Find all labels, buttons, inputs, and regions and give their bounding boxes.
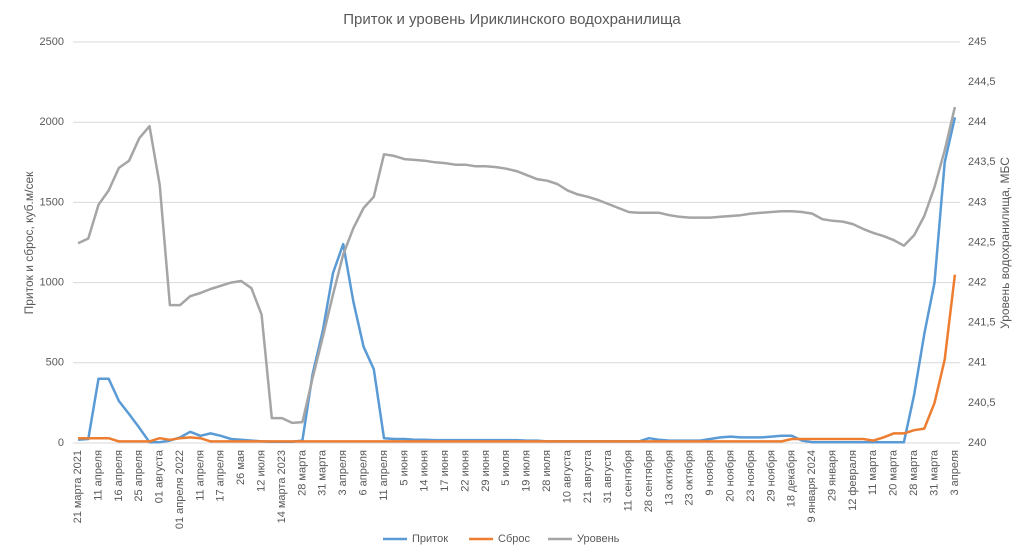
x-tick-label: 20 ноября <box>725 450 737 502</box>
x-tick-label: 5 июля <box>500 450 512 486</box>
y2-tick-label: 242 <box>968 277 986 289</box>
x-tick-label: 6 апреля <box>357 450 369 496</box>
y2-tick-label: 243,5 <box>968 156 996 168</box>
chart-title: Приток и уровень Ириклинского водохранил… <box>343 11 681 28</box>
series-line <box>78 117 957 444</box>
series-line <box>77 106 957 425</box>
legend-label: Сброс <box>498 533 530 545</box>
x-tick-label: 17 апреля <box>215 450 227 502</box>
y-tick-label: 2500 <box>40 36 64 48</box>
y-tick-label: 1500 <box>40 196 64 208</box>
x-tick-label: 28 марта <box>908 449 920 496</box>
y2-tick-label: 244,5 <box>968 76 996 88</box>
x-tick-label: 5 июня <box>398 450 410 486</box>
x-tick-label: 26 мая <box>235 450 247 485</box>
y2-tick-label: 240 <box>968 437 986 449</box>
y-axis-title: Приток и сброс, куб.м/сек <box>22 171 36 315</box>
x-tick-label: 14 июня <box>419 450 431 492</box>
x-tick-label: 9 января 2024 <box>806 450 818 523</box>
x-tick-label: 22 июня <box>459 450 471 492</box>
x-tick-label: 31 марта <box>317 449 329 496</box>
x-tick-label: 25 апреля <box>133 450 145 502</box>
y2-tick-label: 243 <box>968 196 986 208</box>
y-tick-label: 1000 <box>40 277 64 289</box>
x-tick-label: 11 апреля <box>378 450 390 501</box>
x-tick-label: 11 апреля <box>194 450 206 501</box>
x-tick-label: 9 ноября <box>704 450 716 496</box>
x-tick-label: 01 апреля 2022 <box>174 450 186 529</box>
x-tick-label: 3 апреля <box>949 450 961 496</box>
x-tick-label: 01 августа <box>154 449 166 503</box>
x-tick-label: 20 марта <box>888 449 900 496</box>
x-tick-label: 29 июня <box>480 450 492 492</box>
series-line <box>78 274 957 443</box>
y2-tick-label: 244 <box>968 116 986 128</box>
legend-label: Приток <box>412 533 448 545</box>
y-tick-label: 2000 <box>40 116 64 128</box>
y2-tick-label: 241,5 <box>968 317 996 329</box>
x-tick-label: 23 октября <box>684 450 696 506</box>
x-tick-label: 28 марта <box>296 449 308 496</box>
y-tick-label: 500 <box>46 357 64 369</box>
x-tick-label: 14 марта 2023 <box>276 450 288 523</box>
x-tick-label: 19 июля <box>521 450 533 492</box>
y2-tick-label: 245 <box>968 36 986 48</box>
x-tick-label: 28 июля <box>541 450 553 492</box>
x-tick-label: 11 марта <box>867 449 879 495</box>
x-tick-label: 21 августа <box>582 449 594 503</box>
legend-label: Уровень <box>577 533 620 545</box>
y2-tick-label: 240,5 <box>968 397 996 409</box>
x-tick-label: 11 сентября <box>623 450 635 511</box>
x-tick-label: 16 апреля <box>113 450 125 502</box>
x-tick-label: 23 ноября <box>745 450 757 502</box>
x-tick-label: 3 апреля <box>337 450 349 496</box>
x-tick-label: 12 июля <box>256 450 268 492</box>
x-tick-label: 18 декабря <box>786 450 798 507</box>
x-tick-label: 29 января <box>826 450 838 501</box>
x-tick-label: 28 сентября <box>643 450 655 512</box>
y2-tick-label: 241 <box>968 357 986 369</box>
x-tick-label: 31 августа <box>602 449 614 503</box>
x-tick-label: 13 октября <box>663 450 675 506</box>
x-tick-label: 10 августа <box>561 449 573 503</box>
x-tick-label: 12 февраля <box>847 450 859 511</box>
x-tick-label: 31 марта <box>928 449 940 496</box>
y2-tick-label: 242,5 <box>968 236 996 248</box>
x-tick-label: 17 июня <box>439 450 451 492</box>
x-tick-label: 29 ноября <box>765 450 777 502</box>
y-tick-label: 0 <box>58 437 64 449</box>
x-tick-label: 21 марта 2021 <box>72 450 84 523</box>
x-tick-label: 11 апреля <box>92 450 104 501</box>
y2-axis-title: Уровень водохранилища, МБС <box>998 157 1012 329</box>
